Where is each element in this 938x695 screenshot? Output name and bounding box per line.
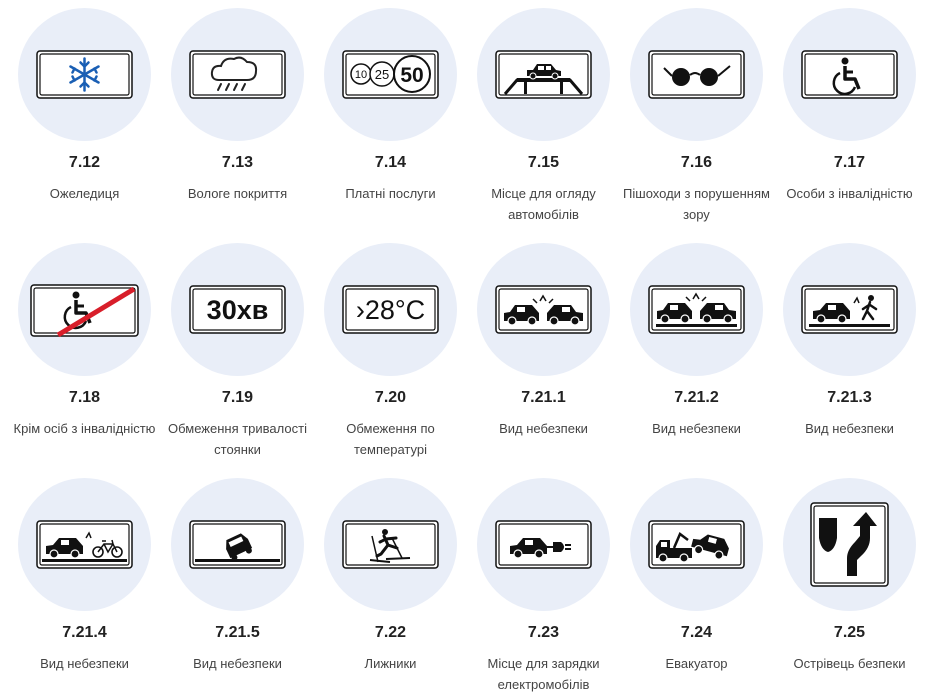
sign-circle bbox=[783, 243, 916, 376]
sign-label: Пішоходи з порушенням зору bbox=[623, 186, 770, 222]
sign-circle bbox=[630, 243, 763, 376]
sign-number: 7.24 bbox=[680, 624, 713, 641]
sign-text-50: 50 bbox=[400, 64, 423, 87]
sign-card-7-23[interactable]: 7.23 Місце для зарядки електромобілів bbox=[467, 470, 620, 695]
sign-number: 7.21.5 bbox=[215, 624, 260, 641]
sign-label: Ожеледиця bbox=[49, 186, 120, 201]
danger-overturn-sign-icon bbox=[189, 520, 286, 569]
temperature-limit-sign-icon: ›28°C bbox=[342, 285, 439, 334]
sign-circle: 30хв bbox=[171, 243, 304, 376]
sign-label: Вологе покриття bbox=[187, 186, 288, 201]
sign-label: Платні послуги bbox=[345, 186, 436, 201]
sign-number: 7.12 bbox=[68, 154, 101, 171]
sign-number: 7.25 bbox=[833, 624, 866, 641]
sign-label: Евакуатор bbox=[665, 656, 728, 671]
sign-number: 7.21.3 bbox=[827, 389, 872, 406]
sign-circle bbox=[171, 8, 304, 141]
sign-label: Обмеження по температурі bbox=[346, 421, 435, 457]
sign-card-7-21-2[interactable]: 7.21.2 Вид небезпеки bbox=[620, 235, 773, 439]
sign-label: Вид небезпеки bbox=[652, 421, 741, 436]
safety-island-sign-icon bbox=[810, 502, 889, 587]
sign-circle bbox=[18, 8, 151, 141]
sign-circle bbox=[477, 243, 610, 376]
sign-text: 30хв bbox=[207, 295, 269, 325]
sign-card-7-14[interactable]: 10 25 50 7.14 Платні послуги bbox=[314, 0, 467, 204]
sign-circle bbox=[18, 478, 151, 611]
sign-number: 7.19 bbox=[221, 389, 254, 406]
sign-number: 7.18 bbox=[68, 389, 101, 406]
sign-card-7-21-3[interactable]: 7.21.3 Вид небезпеки bbox=[773, 235, 926, 439]
parking-duration-sign-icon: 30хв bbox=[189, 285, 286, 334]
sign-label: Вид небезпеки bbox=[499, 421, 588, 436]
sign-number: 7.13 bbox=[221, 154, 254, 171]
sign-card-7-16[interactable]: 7.16 Пішоходи з порушенням зору bbox=[620, 0, 773, 225]
sign-number: 7.21.2 bbox=[674, 389, 719, 406]
danger-bicycle-sign-icon bbox=[36, 520, 133, 569]
sign-label: Вид небезпеки bbox=[805, 421, 894, 436]
sign-label: Обмеження тривалості стоянки bbox=[168, 421, 307, 457]
sign-circle bbox=[783, 8, 916, 141]
sign-card-7-22[interactable]: 7.22 Лижники bbox=[314, 470, 467, 674]
sign-number: 7.21.4 bbox=[62, 624, 107, 641]
sign-card-7-15[interactable]: 7.15 Місце для огляду автомобілів bbox=[467, 0, 620, 225]
sign-number: 7.22 bbox=[374, 624, 407, 641]
sign-text-10: 10 bbox=[355, 69, 367, 81]
sign-circle bbox=[783, 478, 916, 611]
sign-text: ›28°C bbox=[356, 295, 425, 325]
inspection-place-sign-icon bbox=[495, 50, 592, 99]
sign-number: 7.20 bbox=[374, 389, 407, 406]
skiers-sign-icon bbox=[342, 520, 439, 569]
sign-circle bbox=[477, 8, 610, 141]
sign-circle bbox=[18, 243, 151, 376]
disabled-persons-sign-icon bbox=[801, 50, 898, 99]
sign-circle bbox=[171, 478, 304, 611]
sign-label: Місце для огляду автомобілів bbox=[491, 186, 596, 222]
sign-number: 7.16 bbox=[680, 154, 713, 171]
sign-number: 7.21.1 bbox=[521, 389, 566, 406]
sign-circle bbox=[477, 478, 610, 611]
ev-charging-sign-icon bbox=[495, 520, 592, 569]
sign-label: Лижники bbox=[364, 656, 417, 671]
wet-surface-sign-icon bbox=[189, 50, 286, 99]
danger-collision-sign-icon bbox=[495, 285, 592, 334]
sign-label: Крім осіб з інвалідністю bbox=[13, 421, 156, 436]
sign-card-7-20[interactable]: ›28°C 7.20 Обмеження по температурі bbox=[314, 235, 467, 460]
sign-label: Місце для зарядки електромобілів bbox=[487, 656, 600, 692]
sign-card-7-24[interactable]: 7.24 Евакуатор bbox=[620, 470, 773, 674]
sign-text-25: 25 bbox=[375, 67, 389, 82]
paid-services-sign-icon: 10 25 50 bbox=[342, 50, 439, 99]
sign-label: Вид небезпеки bbox=[193, 656, 282, 671]
sign-label: Вид небезпеки bbox=[40, 656, 129, 671]
danger-collision-road-sign-icon bbox=[648, 285, 745, 334]
sign-card-7-21-5[interactable]: 7.21.5 Вид небезпеки bbox=[161, 470, 314, 674]
except-disabled-sign-icon bbox=[30, 284, 139, 338]
sign-card-7-13[interactable]: 7.13 Вологе покриття bbox=[161, 0, 314, 204]
sign-number: 7.14 bbox=[374, 154, 407, 171]
danger-pedestrian-sign-icon bbox=[801, 285, 898, 334]
sign-number: 7.17 bbox=[833, 154, 866, 171]
sign-card-7-19[interactable]: 30хв 7.19 Обмеження тривалості стоянки bbox=[161, 235, 314, 460]
sign-number: 7.23 bbox=[527, 624, 560, 641]
sign-circle bbox=[324, 478, 457, 611]
sign-circle bbox=[630, 8, 763, 141]
sign-number: 7.15 bbox=[527, 154, 560, 171]
sign-card-7-21-1[interactable]: 7.21.1 Вид небезпеки bbox=[467, 235, 620, 439]
sign-card-7-25[interactable]: 7.25 Острівець безпеки bbox=[773, 470, 926, 674]
sign-label: Особи з інвалідністю bbox=[786, 186, 913, 201]
sign-circle bbox=[630, 478, 763, 611]
tow-truck-sign-icon bbox=[648, 520, 745, 569]
sign-card-7-18[interactable]: 7.18 Крім осіб з інвалідністю bbox=[8, 235, 161, 439]
sign-card-7-12[interactable]: 7.12 Ожеледиця bbox=[8, 0, 161, 204]
ice-sign-icon bbox=[36, 50, 133, 99]
sign-card-7-21-4[interactable]: 7.21.4 Вид небезпеки bbox=[8, 470, 161, 674]
sign-label: Острівець безпеки bbox=[793, 656, 906, 671]
sign-circle: 10 25 50 bbox=[324, 8, 457, 141]
sign-card-7-17[interactable]: 7.17 Особи з інвалідністю bbox=[773, 0, 926, 204]
sign-circle: ›28°C bbox=[324, 243, 457, 376]
blind-pedestrians-sign-icon bbox=[648, 50, 745, 99]
